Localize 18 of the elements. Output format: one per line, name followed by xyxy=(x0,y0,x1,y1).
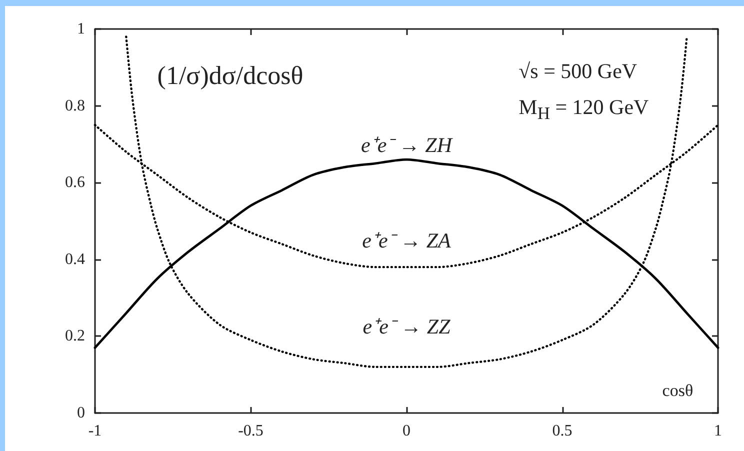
series-label: e⁺e⁻ → ZA xyxy=(362,228,451,253)
x-tick-label: -0.5 xyxy=(238,422,264,440)
y-tick-label: 0 xyxy=(77,404,85,422)
y-tick-label: 0.2 xyxy=(65,328,85,345)
y-tick-label: 0.8 xyxy=(65,97,85,114)
series-label: e⁺e⁻ → ZH xyxy=(361,133,454,158)
x-tick-label: 0.5 xyxy=(552,422,572,440)
x-tick-label: 1 xyxy=(714,422,722,440)
series-label: e⁺e⁻ → ZZ xyxy=(362,314,451,338)
y-tick-label: 0.4 xyxy=(65,250,85,268)
annotation: √s = 500 GeV xyxy=(518,58,638,83)
x-tick-label: -1 xyxy=(88,422,102,440)
annotation: M$_{H}$ = 120 GeV xyxy=(518,95,649,124)
x-tick-label: 0 xyxy=(402,422,410,440)
x-axis-title: cosθ xyxy=(662,381,694,401)
y-tick-label: 0.6 xyxy=(65,174,85,192)
y-axis-title: (1/σ)dσ/dcosθ xyxy=(157,60,304,90)
y-tick-label: 1 xyxy=(77,20,85,38)
